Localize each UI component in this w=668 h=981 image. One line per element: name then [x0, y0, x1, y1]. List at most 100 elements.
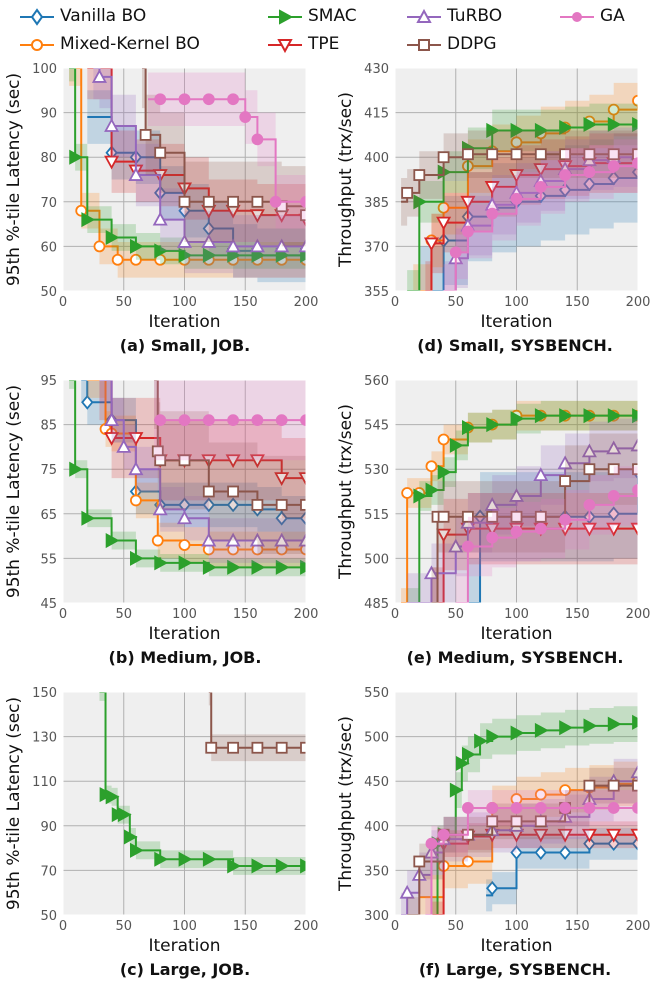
caption-c: (c) Large, JOB.: [60, 960, 310, 979]
ddpg-point: [584, 464, 594, 474]
y-tick-label: 530: [364, 463, 389, 478]
x-tick-label: 0: [391, 295, 399, 310]
y-axis-label: Throughput (trx/sec): [336, 92, 356, 268]
y-tick-label: 70: [40, 196, 57, 211]
mixed-kernel-bo-point: [131, 495, 141, 505]
x-axis-label: Iteration: [480, 312, 552, 332]
y-tick-label: 50: [40, 909, 57, 924]
chart-e: 0 50 100 150 200485500515530545560IterationT…: [336, 374, 650, 648]
chart-f: 0 50 100 150 200300350400450500550IterationT…: [336, 686, 650, 956]
ga-point: [560, 803, 570, 813]
x-tick-label: 100: [504, 295, 529, 310]
x-tick-label: 50: [115, 919, 132, 934]
caption-d: (d) Small, SYSBENCH.: [370, 336, 660, 355]
ga-point: [536, 182, 546, 192]
ga-point: [451, 247, 461, 257]
x-tick-label: 100: [504, 919, 529, 934]
ga-point: [584, 803, 594, 813]
ddpg-point: [277, 743, 287, 753]
y-tick-label: 130: [32, 731, 57, 746]
y-tick-label: 150: [32, 686, 57, 701]
y-tick-label: 95: [40, 374, 57, 389]
x-tick-label: 150: [565, 919, 590, 934]
x-tick-label: 50: [115, 607, 132, 622]
ga-point: [512, 527, 522, 537]
y-tick-label: 45: [40, 597, 57, 612]
y-tick-label: 350: [364, 864, 389, 879]
mixed-kernel-bo-point: [402, 488, 412, 498]
y-tick-label: 370: [364, 240, 389, 255]
ddpg-point: [487, 149, 497, 159]
x-tick-label: 100: [172, 919, 197, 934]
ga-point: [512, 194, 522, 204]
x-tick-label: 200: [626, 607, 651, 622]
y-tick-label: 75: [40, 463, 57, 478]
ga-point: [560, 515, 570, 525]
mixed-kernel-bo-point: [439, 434, 449, 444]
x-axis-label: Iteration: [480, 624, 552, 644]
ddpg-point: [228, 197, 238, 207]
y-axis-label: Throughput (trx/sec): [336, 716, 356, 892]
y-tick-label: 485: [364, 597, 389, 612]
ga-point: [252, 134, 262, 144]
ddpg-point: [439, 152, 449, 162]
x-tick-label: 50: [447, 919, 464, 934]
y-tick-label: 80: [40, 151, 57, 166]
ga-point: [487, 803, 497, 813]
x-tick-label: 100: [172, 607, 197, 622]
ga-point: [609, 491, 619, 501]
y-axis-label: 95th %-tile Latency (sec): [4, 73, 24, 286]
x-tick-label: 150: [565, 607, 590, 622]
ga-point: [228, 415, 238, 425]
ga-point: [512, 803, 522, 813]
y-tick-label: 400: [364, 820, 389, 835]
caption-b: (b) Medium, JOB.: [60, 648, 310, 667]
ddpg-point: [141, 130, 151, 140]
ddpg-point: [252, 500, 262, 510]
ddpg-point: [277, 500, 287, 510]
ga-point: [463, 227, 473, 237]
x-tick-label: 200: [626, 295, 651, 310]
y-tick-label: 55: [40, 552, 57, 567]
ddpg-point: [439, 512, 449, 522]
ga-point: [560, 170, 570, 180]
x-tick-label: 150: [565, 295, 590, 310]
x-tick-label: 100: [504, 607, 529, 622]
y-tick-label: 550: [364, 686, 389, 701]
ddpg-point: [414, 856, 424, 866]
x-axis-label: Iteration: [480, 936, 552, 956]
mixed-kernel-bo-point: [113, 255, 123, 265]
ga-point: [155, 415, 165, 425]
x-tick-label: 150: [233, 919, 258, 934]
ddpg-point: [206, 743, 216, 753]
ga-point: [609, 803, 619, 813]
x-tick-label: 200: [626, 919, 651, 934]
x-tick-label: 200: [294, 919, 319, 934]
ddpg-point: [536, 149, 546, 159]
ga-point: [252, 415, 262, 425]
y-axis-label: 95th %-tile Latency (sec): [4, 385, 24, 598]
x-tick-label: 50: [447, 295, 464, 310]
ga-point: [609, 161, 619, 171]
ga-point: [536, 803, 546, 813]
ga-point: [463, 803, 473, 813]
x-tick-label: 200: [294, 607, 319, 622]
y-axis-label: 95th %-tile Latency (sec): [4, 697, 24, 910]
y-tick-label: 90: [40, 820, 57, 835]
x-tick-label: 0: [59, 295, 67, 310]
y-tick-label: 355: [364, 285, 389, 300]
ddpg-point: [228, 487, 238, 497]
ddpg-point: [512, 149, 522, 159]
y-tick-label: 85: [40, 419, 57, 434]
ddpg-point: [155, 148, 165, 158]
ddpg-point: [402, 188, 412, 198]
caption-f: (f) Large, SYSBENCH.: [370, 960, 660, 979]
x-tick-label: 150: [233, 607, 258, 622]
ddpg-point: [584, 781, 594, 791]
ddpg-point: [204, 197, 214, 207]
ddpg-point: [252, 743, 262, 753]
y-tick-label: 500: [364, 731, 389, 746]
ddpg-point: [609, 781, 619, 791]
x-tick-label: 50: [447, 607, 464, 622]
y-tick-label: 515: [364, 508, 389, 523]
